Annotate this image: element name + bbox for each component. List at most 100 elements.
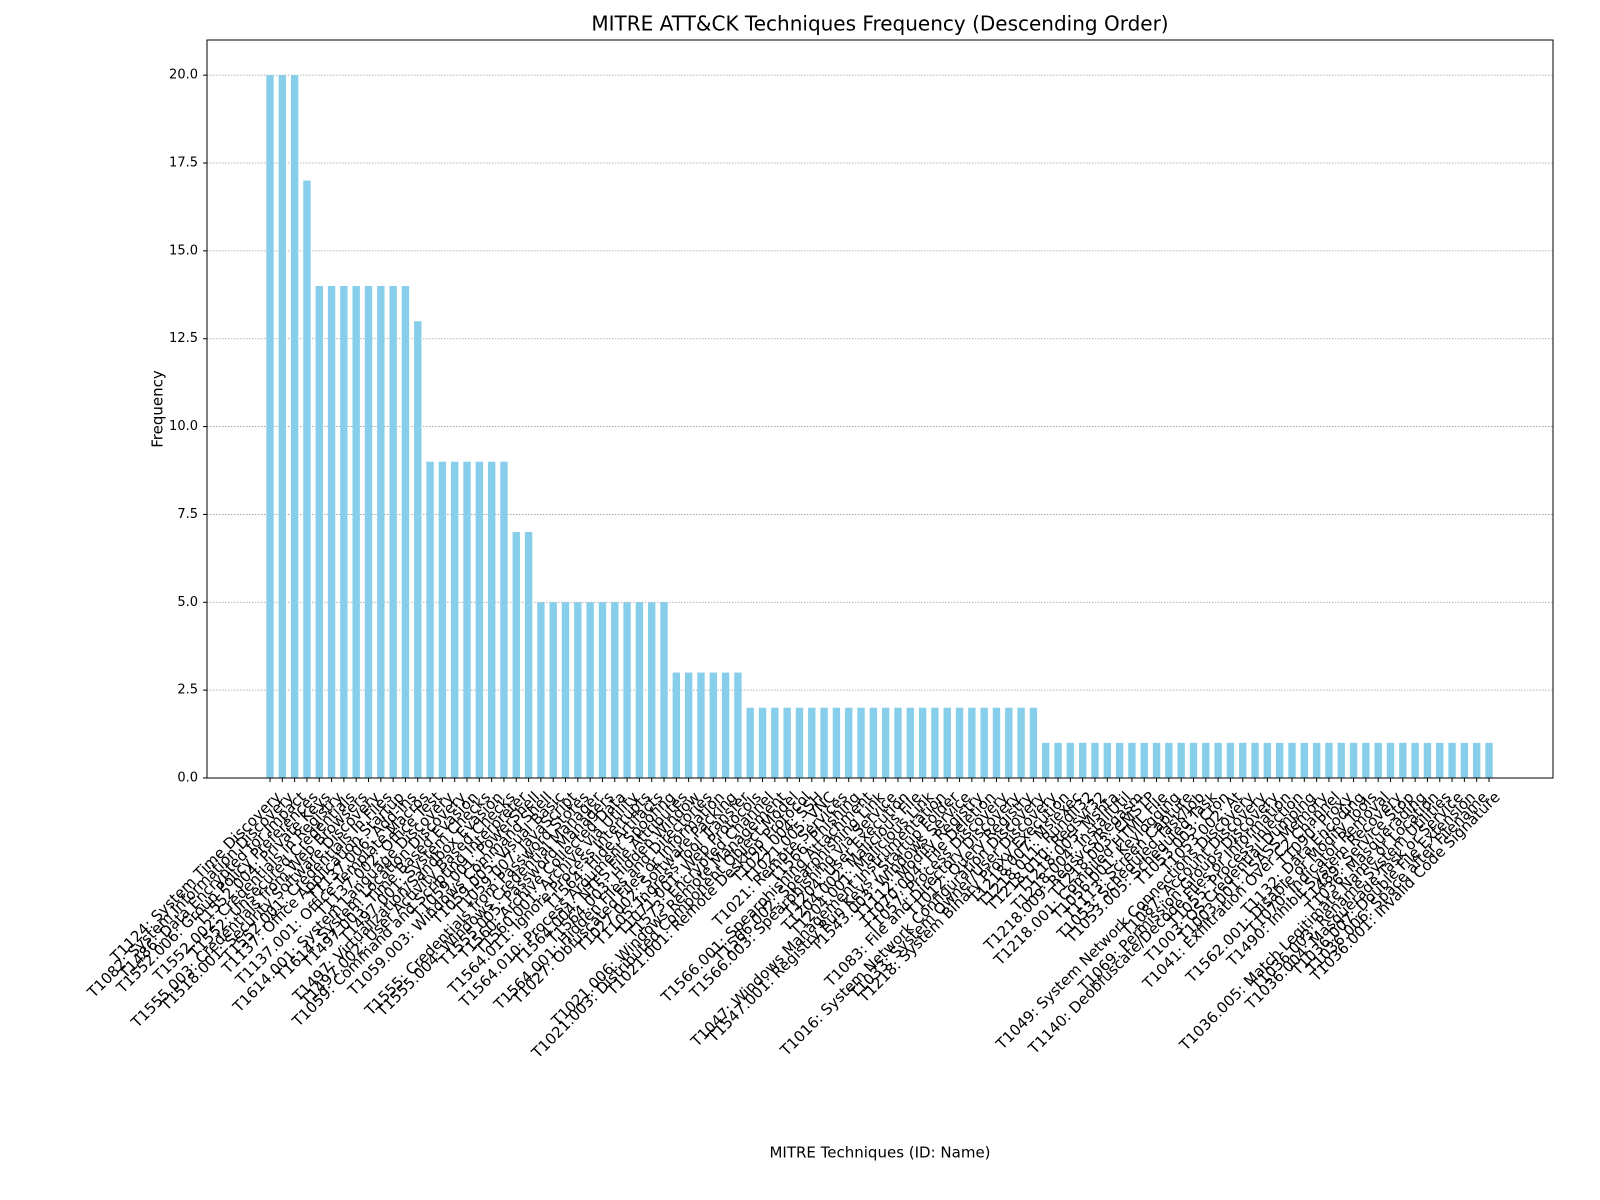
- bar: [524, 532, 533, 778]
- bar: [315, 286, 323, 778]
- bar: [389, 286, 397, 778]
- bar: [697, 672, 705, 778]
- bar: [1423, 742, 1432, 778]
- bar: [1054, 742, 1062, 778]
- bar: [426, 461, 434, 778]
- bar: [1103, 742, 1111, 778]
- bar: [586, 602, 594, 778]
- bar: [832, 707, 841, 778]
- y-tick-label: 7.5: [177, 507, 198, 522]
- bar: [1448, 742, 1456, 778]
- bar: [364, 286, 373, 778]
- bar: [635, 602, 644, 778]
- bar: [1337, 742, 1345, 778]
- y-tick-label: 2.5: [177, 683, 198, 698]
- bar: [377, 286, 385, 778]
- bar: [660, 602, 668, 778]
- bar: [894, 707, 902, 778]
- bar: [1300, 742, 1308, 778]
- bar: [684, 672, 693, 778]
- bar: [401, 286, 410, 778]
- bar: [1115, 742, 1124, 778]
- bars: [266, 75, 1493, 779]
- bar: [1177, 742, 1185, 778]
- bar: [1239, 742, 1247, 778]
- bar: [1399, 742, 1407, 778]
- bar: [1263, 742, 1272, 778]
- y-tick-label: 10.0: [169, 419, 198, 434]
- bar: [1374, 742, 1382, 778]
- bar: [512, 532, 520, 778]
- bar: [820, 707, 828, 778]
- bar: [648, 602, 656, 778]
- bar: [1386, 742, 1395, 778]
- bar: [1436, 742, 1444, 778]
- bar: [1485, 742, 1493, 778]
- bar: [278, 75, 287, 778]
- bar: [672, 672, 681, 778]
- bar: [1189, 742, 1198, 778]
- bar: [906, 707, 914, 778]
- y-tick-label: 20.0: [169, 68, 198, 83]
- bar: [1140, 742, 1148, 778]
- bar: [1066, 742, 1075, 778]
- bar: [771, 707, 779, 778]
- bar: [709, 672, 717, 778]
- bar: [746, 707, 754, 778]
- y-tick-label: 12.5: [169, 331, 198, 346]
- bar: [795, 707, 804, 778]
- bar: [290, 75, 299, 778]
- bar: [1091, 742, 1099, 778]
- bar: [598, 602, 607, 778]
- bar: [758, 707, 767, 778]
- bar: [881, 707, 890, 778]
- bar: [783, 707, 791, 778]
- bar: [1460, 742, 1469, 778]
- bar: [721, 672, 730, 778]
- bar: [1325, 742, 1333, 778]
- bar: [327, 286, 336, 778]
- bar: [734, 672, 742, 778]
- plot-frame: [206, 39, 1554, 779]
- bar: [992, 707, 1001, 778]
- bar: [1128, 742, 1136, 778]
- bar: [943, 707, 951, 778]
- bar: [611, 602, 619, 778]
- bar: [1042, 742, 1050, 778]
- bar: [1275, 742, 1284, 778]
- bar: [1362, 742, 1370, 778]
- bar: [623, 602, 631, 778]
- bar: [340, 286, 348, 778]
- bar: [1152, 742, 1161, 778]
- y-tick-label: 15.0: [169, 243, 198, 258]
- chart-title: MITRE ATT&CK Techniques Frequency (Desce…: [591, 12, 1168, 36]
- bar: [955, 707, 964, 778]
- bar: [561, 602, 570, 778]
- bar: [266, 75, 274, 778]
- bar: [574, 602, 582, 778]
- bar: [414, 321, 422, 778]
- bar: [303, 180, 311, 779]
- bar: [1017, 707, 1025, 778]
- bar: [857, 707, 865, 778]
- bar: [1005, 707, 1013, 778]
- bar: [1288, 742, 1296, 778]
- bar: [352, 286, 360, 778]
- bar: [537, 602, 545, 778]
- bar: [1312, 742, 1321, 778]
- bar: [1202, 742, 1210, 778]
- bar: [1349, 742, 1358, 778]
- y-tick-label: 0.0: [177, 771, 198, 786]
- bar: [968, 707, 976, 778]
- bar: [1165, 742, 1173, 778]
- bar: [1226, 742, 1235, 778]
- x-axis-label: MITRE Techniques (ID: Name): [769, 1144, 990, 1162]
- bar: [438, 461, 447, 778]
- bar: [500, 461, 508, 778]
- bar: [1214, 742, 1222, 778]
- bar: [808, 707, 816, 778]
- y-tick-label: 5.0: [177, 595, 198, 610]
- bar: [1472, 742, 1481, 778]
- bar: [451, 461, 459, 778]
